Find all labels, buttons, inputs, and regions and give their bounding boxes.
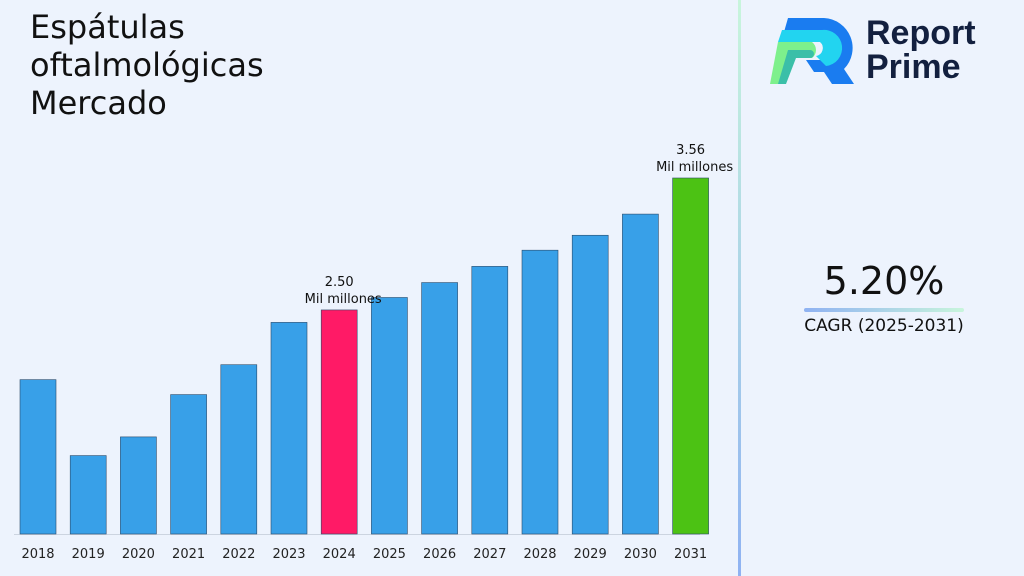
bar-2018 <box>19 379 57 535</box>
bar-2029 <box>571 234 609 535</box>
bar-2022 <box>220 364 258 535</box>
data-label-value: 3.56 <box>676 143 705 158</box>
bar-2030 <box>622 213 659 535</box>
logo-mark-icon <box>770 18 854 84</box>
bar-2021 <box>170 394 207 535</box>
bar-2020 <box>120 436 157 535</box>
bar-2019 <box>69 455 107 535</box>
x-tick-label: 2028 <box>523 547 556 562</box>
divider <box>738 0 741 576</box>
chart-title: Espátulas oftalmológicas Mercado <box>30 8 264 122</box>
cagr-value: 5.20% <box>823 259 945 303</box>
x-tick-label: 2024 <box>323 547 356 562</box>
x-tick-label: 2031 <box>674 547 707 562</box>
cagr-label: CAGR (2025-2031) <box>804 316 964 336</box>
logo-text-report: Report <box>866 14 976 52</box>
x-tick-label: 2026 <box>423 547 456 562</box>
data-label-unit: Mil millones <box>305 292 382 307</box>
bar-2026 <box>421 282 458 535</box>
bar-2031 <box>672 177 709 535</box>
report-prime-logo: Report Prime <box>766 14 976 86</box>
cagr-underline <box>804 308 964 312</box>
cagr-panel: 5.20% CAGR (2025-2031) <box>800 258 968 336</box>
data-label-unit: Mil millones <box>656 160 733 175</box>
bar-chart: 2018 2019 2020 2021 2022 2023 2024 2025 2026 2027… <box>14 143 733 562</box>
data-label-value: 2.50 <box>325 275 354 290</box>
x-tick-label: 2025 <box>373 547 406 562</box>
x-tick-label: 2020 <box>122 547 155 562</box>
bar-2028 <box>521 249 559 535</box>
bar-2023 <box>270 322 308 535</box>
x-tick-label: 2018 <box>21 547 54 562</box>
logo-text-prime: Prime <box>866 48 961 86</box>
bar-2024 <box>320 309 358 535</box>
x-tick-label: 2029 <box>574 547 607 562</box>
bar-2027 <box>471 266 509 535</box>
x-tick-label: 2023 <box>272 547 305 562</box>
x-tick-label: 2022 <box>222 547 255 562</box>
x-tick-label: 2019 <box>72 547 105 562</box>
x-tick-label: 2030 <box>624 547 657 562</box>
bar-2025 <box>371 297 408 535</box>
x-tick-label: 2021 <box>172 547 205 562</box>
x-tick-label: 2027 <box>473 547 506 562</box>
